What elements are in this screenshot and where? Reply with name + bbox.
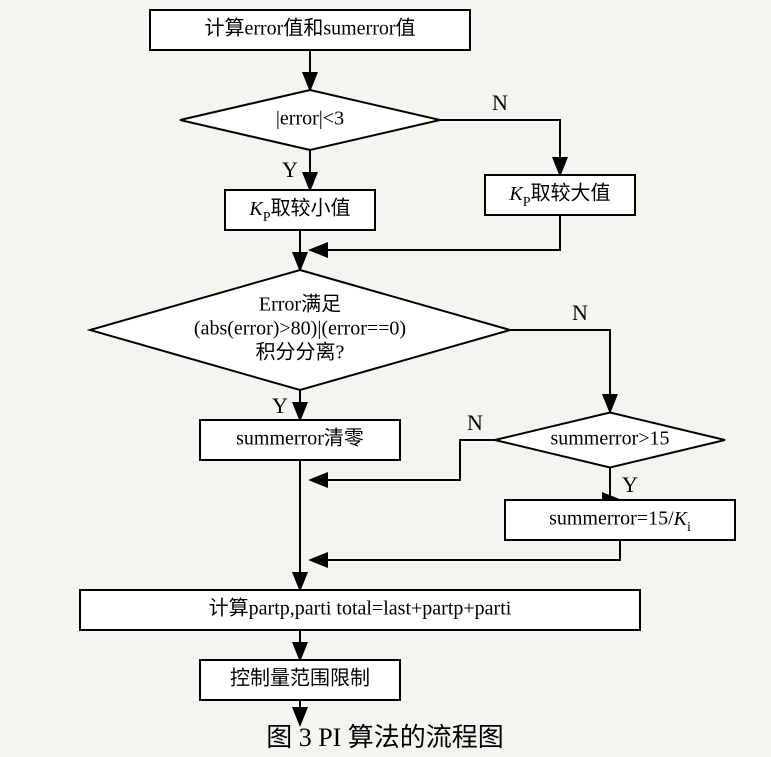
edge-label-2: N — [492, 90, 508, 115]
node-n1-label: 计算error值和sumerror值 — [204, 17, 415, 40]
edge-6 — [510, 330, 610, 412]
edge-label-5: Y — [272, 393, 288, 418]
node-n7: summerror>15 — [495, 413, 725, 468]
node-n3: KP取较小值 — [225, 190, 375, 230]
figure-caption: 图 3 PI 算法的流程图 — [266, 723, 504, 752]
node-n10: 控制量范围限制 — [200, 660, 400, 700]
edge-10 — [310, 540, 620, 560]
edge-label-1: Y — [282, 157, 298, 182]
edge-2 — [440, 120, 560, 175]
node-n1: 计算error值和sumerror值 — [150, 10, 470, 50]
edge-7 — [610, 467, 620, 500]
node-n8: summerror=15/Ki — [505, 500, 735, 540]
node-n9-label: 计算partp,parti total=last+partp+parti — [209, 597, 512, 620]
node-n2: |error|<3 — [180, 90, 440, 150]
node-n2-label: |error|<3 — [276, 108, 344, 130]
node-n9: 计算partp,parti total=last+partp+parti — [80, 590, 640, 630]
node-n5-line-0: Error满足 — [259, 293, 341, 316]
node-n4: KP取较大值 — [485, 175, 635, 215]
edge-label-7: Y — [622, 472, 638, 497]
node-n7-label: summerror>15 — [550, 428, 669, 450]
node-n5-line-1: (abs(error)>80)|(error==0) — [194, 318, 406, 340]
edge-label-6: N — [572, 300, 588, 325]
flowchart: Y N Y N Y N 计算error值和sumerror值 |error|<3 KP取较小值… — [0, 0, 771, 757]
node-n6-label: summerror清零 — [236, 427, 364, 450]
node-n10-label: 控制量范围限制 — [230, 667, 370, 690]
node-n5: Error满足(abs(error)>80)|(error==0)积分分离? — [90, 270, 510, 390]
node-n5-line-2: 积分分离? — [256, 341, 345, 364]
node-n6: summerror清零 — [200, 420, 400, 460]
edge-label-8: N — [467, 410, 483, 435]
